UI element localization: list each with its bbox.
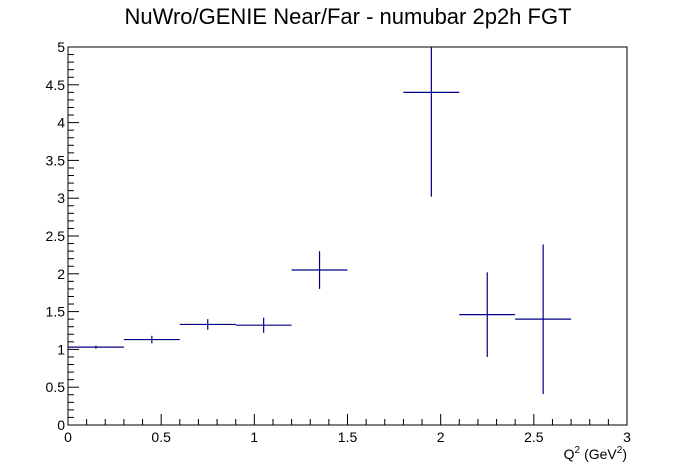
x-tick-label: 2.5 (524, 429, 544, 445)
y-tick-label: 4.5 (46, 77, 66, 93)
y-tick-label: 1 (57, 341, 65, 357)
y-tick-label: 4 (57, 115, 65, 131)
y-tick-label: 5 (57, 39, 65, 55)
x-tick-label: 2 (437, 429, 445, 445)
data-point (515, 244, 572, 395)
x-axis-label-var-sup: 2 (575, 445, 581, 456)
y-tick-label: 2.5 (46, 228, 66, 244)
data-point (123, 335, 180, 344)
x-tick-label: 0.5 (151, 429, 171, 445)
x-tick-label: 3 (623, 429, 631, 445)
data-point (235, 317, 292, 333)
x-tick-label: 1 (250, 429, 258, 445)
data-point (179, 319, 236, 330)
x-tick-label: 0 (64, 429, 72, 445)
x-axis-label-unit-close: ) (622, 446, 627, 462)
data-point (403, 47, 460, 197)
y-tick-label: 0.5 (46, 379, 66, 395)
y-tick-label: 3 (57, 190, 65, 206)
data-point (291, 251, 348, 289)
data-point (459, 272, 516, 357)
x-axis-label: Q2 (GeV2) (564, 445, 627, 462)
x-axis-label-unit: (GeV (584, 446, 617, 462)
x-axis-label-var: Q (564, 446, 575, 462)
y-tick-label: 2 (57, 266, 65, 282)
y-tick-label: 0 (57, 417, 65, 433)
y-tick-label: 3.5 (46, 152, 66, 168)
x-axis-label-unit-sup: 2 (617, 445, 623, 456)
data-point (68, 345, 124, 349)
x-tick-label: 1.5 (338, 429, 358, 445)
chart-title: NuWro/GENIE Near/Far - numubar 2p2h FGT (124, 4, 572, 29)
y-tick-label: 1.5 (46, 304, 66, 320)
